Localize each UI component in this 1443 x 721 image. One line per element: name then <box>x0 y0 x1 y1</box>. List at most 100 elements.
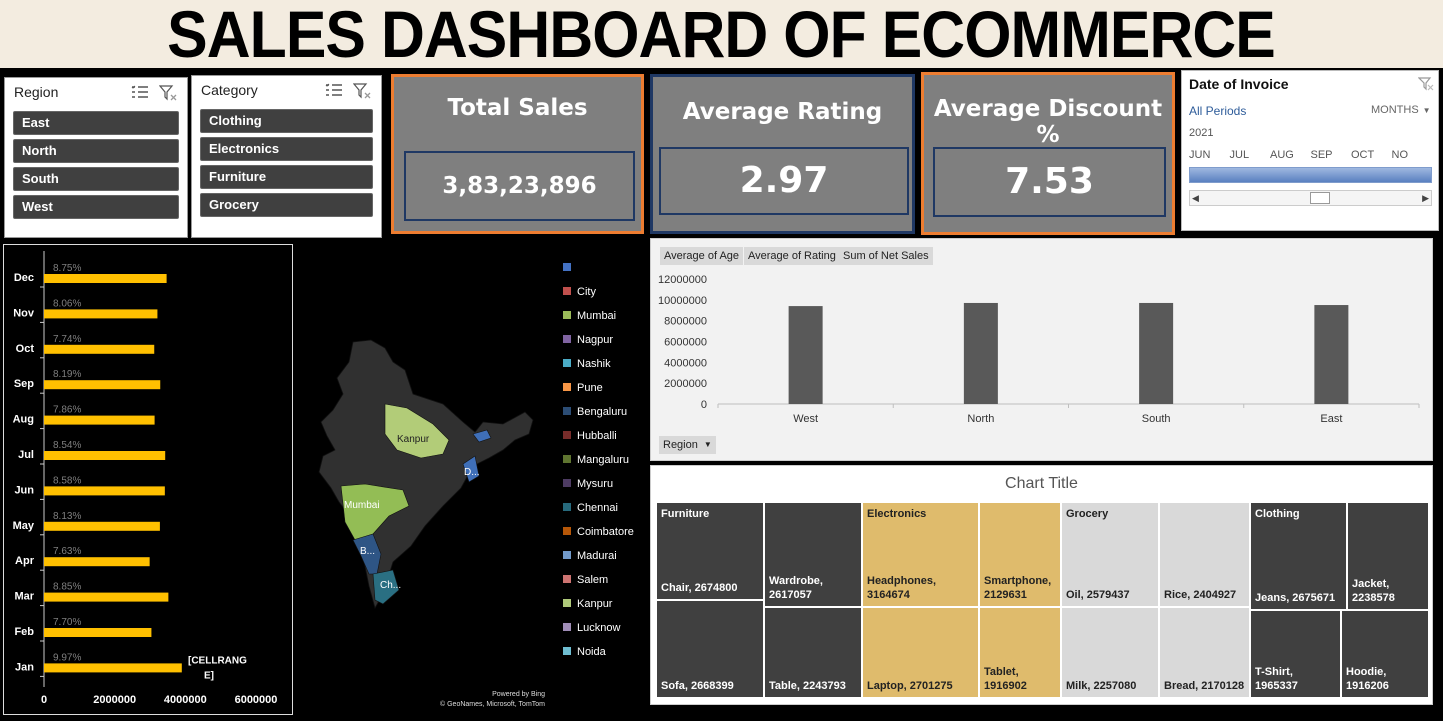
region-axis-field-button[interactable]: Region ▼ <box>659 436 716 454</box>
region-sales-bar[interactable] <box>788 306 823 404</box>
region-item-west[interactable]: West <box>13 195 179 219</box>
scroll-left-icon[interactable]: ◀ <box>1192 193 1199 203</box>
region-item-north[interactable]: North <box>13 139 179 163</box>
month-sales-bar[interactable] <box>44 274 167 283</box>
treemap-tile-sofa[interactable]: Sofa, 2668399 <box>657 601 763 697</box>
region-sales-bar[interactable] <box>963 302 998 404</box>
month-sales-bar[interactable] <box>44 309 158 319</box>
treemap-tile-hoodie[interactable]: Hoodie, 1916206 <box>1342 611 1428 697</box>
multi-select-icon[interactable] <box>325 82 343 100</box>
map-legend: City Mumbai Nagpur Nashik Pune Bengaluru Hubba… <box>563 263 634 658</box>
kpi-average-rating-label: Average Rating <box>682 99 883 125</box>
mumbai-region[interactable] <box>340 483 410 541</box>
legend-swatch <box>563 503 571 511</box>
category-item-furniture[interactable]: Furniture <box>200 165 373 189</box>
month-sales-bar[interactable] <box>44 380 161 390</box>
legend-swatch <box>563 287 571 295</box>
timeline-month-label[interactable]: AUG <box>1270 149 1294 161</box>
month-tick-label: Dec <box>14 272 34 284</box>
timeline-all-periods[interactable]: All Periods <box>1189 104 1247 118</box>
region-item-south[interactable]: South <box>13 167 179 191</box>
y-tick-label: 10000000 <box>658 295 707 307</box>
treemap-tile-jacket[interactable]: Jacket, 2238578 <box>1348 503 1428 609</box>
legend-swatch <box>563 527 571 535</box>
kanpur-region[interactable] <box>384 403 450 459</box>
region-sales-bar[interactable] <box>1139 302 1174 404</box>
treemap-group-clothing: Clothing <box>1255 508 1300 520</box>
timeline-months: JUN JUL AUG SEP OCT NO <box>1189 149 1432 163</box>
legend-label: Mumbai <box>577 310 616 322</box>
field-button-average-rating[interactable]: Average of Rating <box>744 247 840 265</box>
east-city-region[interactable] <box>462 455 480 483</box>
clear-filter-icon[interactable] <box>353 82 371 100</box>
y-tick-label: 4000000 <box>664 357 707 369</box>
legend-label: Bengaluru <box>577 406 627 418</box>
timeline-period-bar[interactable] <box>1189 167 1432 183</box>
month-tick-label: Apr <box>15 555 35 567</box>
multi-select-icon[interactable] <box>131 84 149 102</box>
treemap-tile-headphones[interactable]: Electronics Headphones, 3164674 <box>863 503 978 606</box>
treemap-tile-table[interactable]: Table, 2243793 <box>765 608 861 697</box>
month-data-label: 8.54% <box>53 440 81 451</box>
clear-filter-icon[interactable] <box>1418 76 1434 92</box>
region-tick-label: West <box>793 413 818 425</box>
month-sales-bar[interactable] <box>44 451 166 460</box>
month-tick-label: Nov <box>13 307 35 319</box>
legend-swatch <box>563 359 571 367</box>
treemap-tile-tshirt[interactable]: T-Shirt, 1965337 <box>1251 611 1340 697</box>
treemap-tile-milk[interactable]: Milk, 2257080 <box>1062 608 1158 697</box>
month-sales-bar[interactable] <box>44 628 152 637</box>
treemap-group-grocery: Grocery <box>1066 508 1109 520</box>
timeline-month-label[interactable]: JUL <box>1229 149 1250 161</box>
category-item-electronics[interactable]: Electronics <box>200 137 373 161</box>
treemap-tile-bread[interactable]: Bread, 2170128 <box>1160 608 1249 697</box>
category-item-clothing[interactable]: Clothing <box>200 109 373 133</box>
treemap-tile-chair[interactable]: Furniture Chair, 2674800 <box>657 503 763 599</box>
treemap-tile-wardrobe[interactable]: Wardrobe, 2617057 <box>765 503 861 606</box>
month-data-label: 8.06% <box>53 298 81 309</box>
treemap-tile-jeans[interactable]: Clothing Jeans, 2675671 <box>1251 503 1346 609</box>
month-sales-bar[interactable] <box>44 486 165 496</box>
northeast-city-region[interactable] <box>472 429 492 443</box>
timeline-month-label[interactable]: NO <box>1391 149 1409 161</box>
timeline-month-label[interactable]: SEP <box>1310 149 1333 161</box>
legend-label: Nagpur <box>577 334 613 346</box>
month-sales-bar[interactable] <box>44 415 155 425</box>
treemap-tile-rice[interactable]: Rice, 2404927 <box>1160 503 1249 606</box>
category-item-grocery[interactable]: Grocery <box>200 193 373 217</box>
field-button-sum-net-sales[interactable]: Sum of Net Sales <box>839 247 933 265</box>
month-data-label: 8.13% <box>53 511 81 522</box>
month-tick-label: Aug <box>13 414 34 426</box>
month-sales-bar[interactable] <box>44 592 169 602</box>
treemap-tile-tablet[interactable]: Tablet, 1916902 <box>980 608 1060 697</box>
timeline-month-label[interactable]: OCT <box>1351 149 1375 161</box>
treemap-tile-oil[interactable]: Grocery Oil, 2579437 <box>1062 503 1158 606</box>
legend-swatch <box>563 431 571 439</box>
timeline-scrollbar[interactable]: ◀ ▶ <box>1189 190 1432 206</box>
treemap-label-bread: Bread, 2170128 <box>1164 680 1245 692</box>
india-land-region[interactable] <box>318 339 534 610</box>
timeline-unit-dropdown[interactable]: MONTHS ▼ <box>1371 104 1431 116</box>
legend-label: Nashik <box>577 358 611 370</box>
region-item-east[interactable]: East <box>13 111 179 135</box>
treemap-group-furniture: Furniture <box>661 508 710 520</box>
timeline-month-label[interactable]: JUN <box>1189 149 1211 161</box>
scroll-right-icon[interactable]: ▶ <box>1422 193 1429 203</box>
legend-swatch <box>563 647 571 655</box>
month-sales-bar[interactable] <box>44 663 182 673</box>
treemap-tile-smartphone[interactable]: Smartphone, 2129631 <box>980 503 1060 606</box>
india-map-regions <box>318 339 534 610</box>
clear-filter-icon[interactable] <box>159 84 177 102</box>
legend-swatch <box>563 455 571 463</box>
legend-label: Salem <box>577 574 608 586</box>
chennai-region[interactable] <box>372 569 400 605</box>
month-sales-bar[interactable] <box>44 521 160 531</box>
kpi-average-discount-value: 7.53 <box>933 147 1166 217</box>
scrollbar-thumb[interactable] <box>1310 192 1330 204</box>
month-sales-bar[interactable] <box>44 557 150 567</box>
month-sales-bar[interactable] <box>44 344 155 354</box>
region-tick-label: North <box>967 413 994 425</box>
region-sales-bar[interactable] <box>1314 305 1349 404</box>
field-button-average-age[interactable]: Average of Age <box>660 247 744 265</box>
treemap-tile-laptop[interactable]: Laptop, 2701275 <box>863 608 978 697</box>
